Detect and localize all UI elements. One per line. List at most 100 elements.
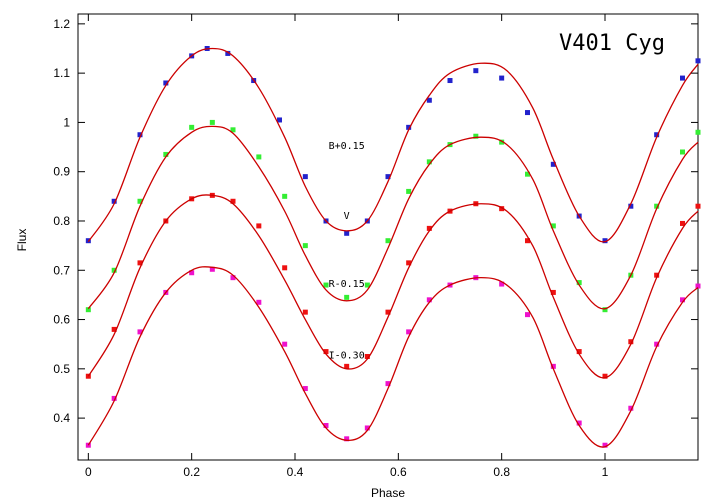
- data-point-r-0-15: [364, 354, 370, 360]
- data-point-v: [189, 124, 195, 130]
- data-point-r-0-15: [406, 260, 412, 266]
- data-point-v: [230, 127, 236, 133]
- plot-frame: [77, 13, 699, 461]
- data-point-i-0-30: [282, 341, 288, 347]
- data-point-r-0-15: [344, 363, 350, 369]
- model-curve-i-0-30: [87, 266, 699, 448]
- y-axis-ticks: 0.4 0.5 0.6 0.7 0.8 0.9 1 1.1 1.2: [53, 17, 698, 425]
- data-point-r-0-15: [695, 203, 701, 209]
- series-label-i-0-30: I-0.30: [329, 350, 365, 361]
- data-point-i-0-30: [695, 283, 701, 289]
- x-tick-label: 0.2: [183, 465, 200, 479]
- data-point-i-0-30: [323, 423, 329, 428]
- data-point-v: [525, 171, 530, 177]
- data-point-i-0-30: [680, 297, 685, 303]
- data-point-i-0-30: [137, 329, 143, 335]
- y-tick-label: 0.8: [53, 214, 70, 228]
- data-point-v: [576, 280, 582, 286]
- data-point-r-0-15: [385, 309, 391, 315]
- data-point-r-0-15: [550, 289, 556, 295]
- data-point-i-0-30: [344, 436, 350, 442]
- y-tick-label: 0.4: [53, 411, 70, 425]
- x-axis-ticks: 0 0.2 0.4 0.6 0.8 1: [85, 14, 609, 479]
- data-point-i-0-30: [302, 386, 308, 392]
- data-point-i-0-30: [364, 425, 370, 431]
- data-point-v: [111, 267, 117, 273]
- data-point-b-0-15: [406, 124, 412, 130]
- data-point-v: [209, 119, 215, 125]
- data-point-b-0-15: [302, 174, 308, 180]
- data-point-r-0-15: [256, 223, 262, 229]
- data-point-i-0-30: [230, 275, 236, 281]
- y-tick-label: 0.7: [53, 263, 70, 277]
- data-point-v: [323, 282, 329, 288]
- data-point-b-0-15: [628, 203, 634, 209]
- series-r-0-15: [85, 192, 701, 379]
- data-point-i-0-30: [426, 297, 432, 303]
- series-layer: [85, 46, 701, 448]
- y-tick-label: 0.9: [53, 165, 70, 179]
- data-point-v: [499, 139, 505, 145]
- y-tick-label: 1.2: [53, 17, 70, 31]
- data-point-b-0-15: [499, 75, 505, 81]
- data-point-i-0-30: [576, 420, 582, 426]
- data-point-v: [406, 188, 412, 194]
- data-point-v: [364, 282, 370, 288]
- data-point-r-0-15: [137, 260, 143, 266]
- data-point-v: [302, 243, 308, 249]
- data-point-i-0-30: [406, 329, 412, 335]
- x-tick-label: 0.8: [493, 465, 510, 479]
- data-point-v: [602, 307, 608, 313]
- data-point-r-0-15: [499, 206, 505, 212]
- data-point-r-0-15: [111, 326, 117, 332]
- data-point-i-0-30: [499, 281, 505, 287]
- data-point-r-0-15: [230, 198, 236, 204]
- data-point-i-0-30: [189, 270, 195, 276]
- data-point-v: [426, 159, 432, 165]
- x-axis-title: Phase: [371, 486, 405, 500]
- data-point-i-0-30: [654, 341, 660, 347]
- data-point-v: [282, 193, 288, 199]
- data-point-i-0-30: [525, 312, 530, 318]
- model-curve-v: [87, 125, 699, 310]
- series-v: [85, 119, 701, 313]
- data-point-r-0-15: [282, 265, 288, 271]
- data-point-i-0-30: [111, 395, 117, 401]
- data-point-b-0-15: [385, 174, 391, 180]
- x-tick-label: 0.4: [287, 465, 304, 479]
- data-point-r-0-15: [680, 220, 685, 226]
- data-point-v: [680, 149, 685, 155]
- data-point-r-0-15: [302, 309, 308, 315]
- y-tick-label: 1.1: [53, 66, 70, 80]
- data-point-r-0-15: [654, 272, 660, 278]
- x-tick-label: 0.6: [390, 465, 407, 479]
- data-point-v: [137, 198, 143, 204]
- data-point-b-0-15: [695, 58, 701, 64]
- data-point-b-0-15: [344, 230, 350, 236]
- data-point-v: [344, 294, 350, 300]
- data-point-r-0-15: [525, 238, 530, 244]
- model-curve-r-0-15: [87, 194, 699, 379]
- data-point-r-0-15: [426, 225, 432, 231]
- data-point-r-0-15: [323, 349, 329, 355]
- data-point-v: [550, 223, 556, 229]
- y-tick-label: 0.5: [53, 362, 70, 376]
- data-point-b-0-15: [602, 238, 608, 244]
- series-label-b-0-15: B+0.15: [329, 141, 365, 152]
- x-tick-label: 1: [602, 465, 609, 479]
- data-point-b-0-15: [426, 97, 432, 103]
- data-point-b-0-15: [277, 117, 282, 123]
- data-point-v: [695, 129, 701, 135]
- x-tick-label: 0: [85, 465, 92, 479]
- data-point-r-0-15: [628, 339, 634, 345]
- data-point-v: [256, 154, 262, 160]
- data-point-b-0-15: [473, 68, 479, 74]
- data-point-b-0-15: [550, 161, 556, 167]
- data-point-i-0-30: [602, 442, 608, 448]
- data-point-i-0-30: [628, 405, 634, 411]
- y-axis-title: Flux: [15, 229, 29, 252]
- data-point-b-0-15: [447, 78, 453, 84]
- data-point-i-0-30: [256, 299, 262, 305]
- chart-title: V401 Cyg: [559, 31, 665, 56]
